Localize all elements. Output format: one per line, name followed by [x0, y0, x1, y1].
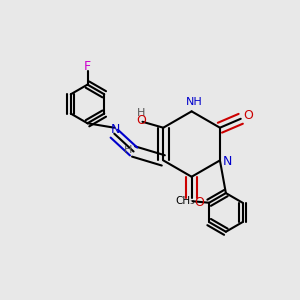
Text: N: N [111, 123, 120, 136]
Text: O: O [243, 109, 253, 122]
Text: F: F [84, 60, 91, 73]
Text: O: O [194, 196, 204, 208]
Text: H: H [137, 108, 145, 118]
Text: H: H [124, 145, 132, 155]
Text: NH: NH [186, 98, 203, 107]
Text: N: N [223, 155, 232, 168]
Text: CH₃: CH₃ [176, 196, 195, 206]
Text: O: O [136, 114, 146, 127]
